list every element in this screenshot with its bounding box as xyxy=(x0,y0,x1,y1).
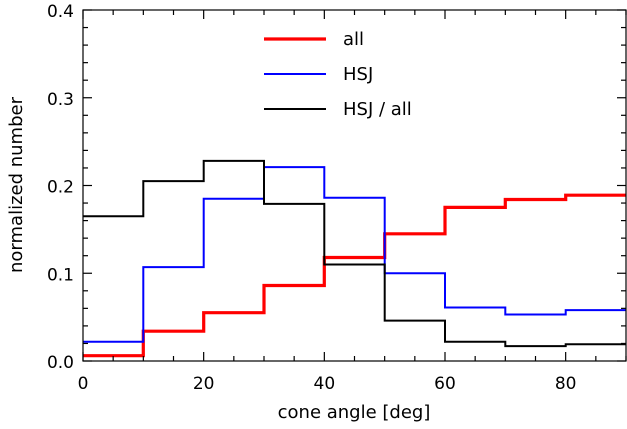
x-tick-label: 80 xyxy=(555,374,577,394)
legend-label-3: HSJ / all xyxy=(343,99,412,120)
x-tick-label: 20 xyxy=(193,374,215,394)
legend-label-1: all xyxy=(343,29,364,50)
y-tick-label: 0.1 xyxy=(47,265,74,285)
ticks-layer xyxy=(82,9,627,362)
x-tick-label: 60 xyxy=(434,374,456,394)
plot-frame xyxy=(82,9,627,362)
y-tick-label: 0.2 xyxy=(47,178,74,198)
y-tick-label: 0.0 xyxy=(47,353,74,373)
tick-labels: 0 20 40 60 80 0.0 0.1 0.2 0.3 0.4 xyxy=(47,2,577,394)
y-axis-title: normalized number xyxy=(6,96,27,273)
legend-label-2: HSJ xyxy=(343,64,373,85)
x-axis-title: cone angle [deg] xyxy=(278,402,431,423)
series-3-line xyxy=(83,159,626,348)
y-tick-label: 0.3 xyxy=(47,90,74,110)
legend: all HSJ HSJ / all xyxy=(264,29,412,120)
series-2-line xyxy=(83,166,626,343)
series-layer xyxy=(83,159,626,358)
x-tick-label: 40 xyxy=(314,374,336,394)
x-tick-label: 0 xyxy=(78,374,89,394)
y-tick-label: 0.4 xyxy=(47,2,74,22)
series-1-line xyxy=(83,193,626,358)
